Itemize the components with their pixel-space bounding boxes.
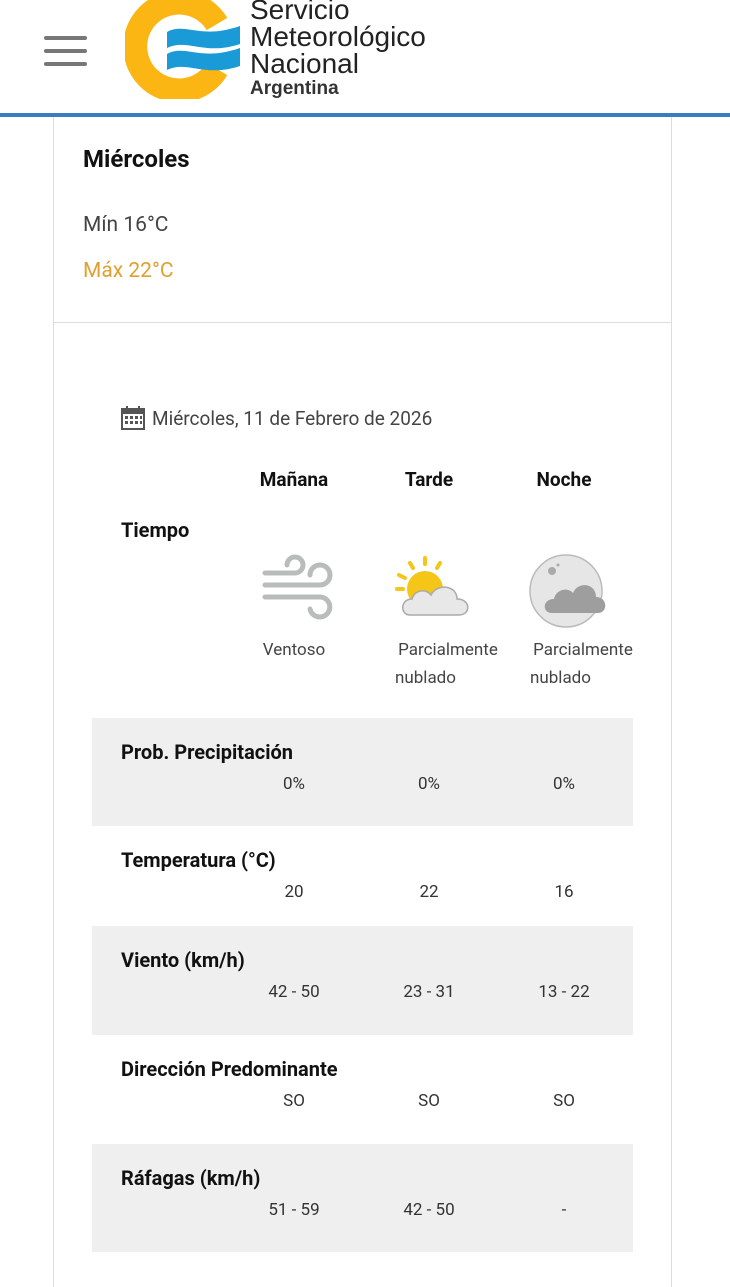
row-value: SO xyxy=(553,1091,575,1111)
row-value: 0% xyxy=(282,774,305,794)
row-value: 42 - 50 xyxy=(403,1200,455,1220)
weather-desc: Parcialmente nublado xyxy=(383,636,513,692)
row-label: Ráfagas (km/h) xyxy=(121,1166,261,1190)
wind-icon xyxy=(262,554,333,620)
weather-desc: Ventoso xyxy=(229,636,359,664)
row-band xyxy=(92,926,633,1035)
row-label: Dirección Predominante xyxy=(121,1057,338,1081)
partly-cloudy-day-icon xyxy=(395,556,469,616)
row-value: 0% xyxy=(417,774,440,794)
brand-line: Meteorológico xyxy=(250,21,426,52)
row-value: 16 xyxy=(554,882,574,902)
date-text: Miércoles, 11 de Febrero de 2026 xyxy=(152,406,433,430)
row-value: 13 - 22 xyxy=(538,982,590,1002)
calendar-icon xyxy=(121,406,145,430)
brand-line: Nacional xyxy=(250,48,359,79)
day-title: Miércoles xyxy=(83,145,190,173)
row-value: 51 - 59 xyxy=(268,1200,320,1220)
divider xyxy=(53,322,672,323)
period-header: Noche xyxy=(536,468,592,491)
row-value: 42 - 50 xyxy=(268,982,320,1002)
weather-desc-line: Ventoso xyxy=(262,640,326,660)
max-temp: Máx 22°C xyxy=(83,259,174,283)
row-label: Temperatura (°C) xyxy=(121,848,276,872)
row-value: - xyxy=(561,1200,567,1220)
row-value: 20 xyxy=(284,882,304,902)
header-divider xyxy=(0,113,730,117)
row-value: 23 - 31 xyxy=(403,982,455,1002)
row-value: 0% xyxy=(552,774,575,794)
row-value: 22 xyxy=(419,882,439,902)
forecast-card xyxy=(53,117,672,1287)
weather-desc-line: nublado xyxy=(395,668,456,688)
row-band xyxy=(92,1144,633,1252)
period-header: Tarde xyxy=(404,468,454,491)
weather-desc-line: nublado xyxy=(530,668,591,688)
smn-logo[interactable] xyxy=(125,0,245,99)
brand-name: Servicio Meteorológico Nacional Argentin… xyxy=(250,0,426,99)
weather-desc-line: Parcialmente xyxy=(398,640,498,660)
site-header: Servicio Meteorológico Nacional Argentin… xyxy=(0,0,730,113)
weather-desc-line: Parcialmente xyxy=(533,640,633,660)
row-value: SO xyxy=(418,1091,440,1111)
weather-label: Tiempo xyxy=(121,518,190,542)
row-band xyxy=(92,718,633,826)
partly-cloudy-night-icon xyxy=(529,554,606,628)
min-temp: Mín 16°C xyxy=(83,213,169,237)
hamburger-menu-icon[interactable] xyxy=(44,36,88,66)
brand-country: Argentina xyxy=(250,78,339,99)
period-header: Mañana xyxy=(259,468,329,491)
brand-line: Servicio xyxy=(250,0,350,25)
row-label: Viento (km/h) xyxy=(121,948,245,972)
forecast-date: Miércoles, 11 de Febrero de 2026 xyxy=(120,405,432,431)
row-value: SO xyxy=(283,1091,305,1111)
weather-desc: Parcialmente nublado xyxy=(518,636,648,692)
row-label: Prob. Precipitación xyxy=(121,740,293,764)
